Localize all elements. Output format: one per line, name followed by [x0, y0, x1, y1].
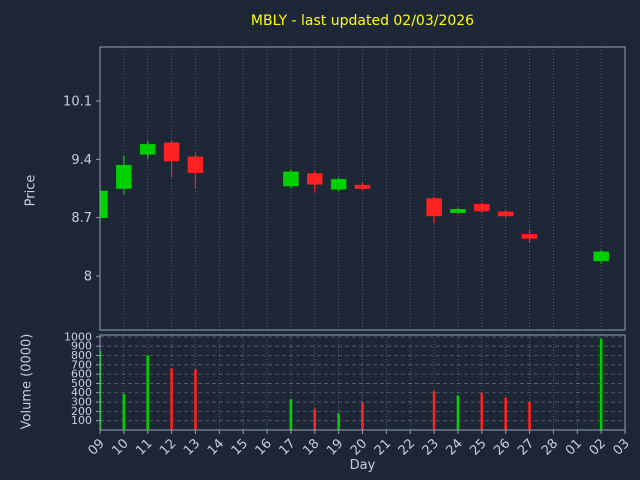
price-tick-label: 8.7 — [71, 211, 92, 226]
volume-tick-label: 700 — [71, 358, 92, 371]
candle-body-20 — [354, 184, 371, 189]
x-tick-label-17: 17 — [276, 436, 298, 458]
candle-body-09 — [100, 190, 108, 218]
candle-body-19 — [330, 179, 347, 190]
candle-body-11 — [139, 144, 156, 155]
x-tick-label-18: 18 — [300, 436, 322, 458]
x-tick-label-21: 21 — [372, 436, 394, 458]
x-tick-label-28: 28 — [539, 436, 561, 458]
x-tick-label-27: 27 — [515, 436, 537, 458]
candle-body-13 — [187, 156, 204, 173]
x-tick-label-26: 26 — [491, 436, 513, 458]
x-tick-label-09: 09 — [86, 436, 108, 458]
chart-title: MBLY - last updated 02/03/2026 — [250, 13, 475, 29]
x-tick-label-25: 25 — [467, 436, 489, 458]
candle-body-25 — [474, 204, 490, 212]
candle-body-12 — [163, 142, 180, 162]
x-tick-label-11: 11 — [133, 436, 155, 458]
volume-tick-label: 500 — [71, 377, 92, 390]
candle-body-17 — [283, 171, 299, 187]
x-tick-label-23: 23 — [420, 436, 442, 458]
candle-body-02 — [593, 251, 609, 262]
x-tick-label-24: 24 — [443, 436, 465, 458]
price-tick-label: 10.1 — [63, 95, 92, 110]
volume-tick-label: 600 — [71, 368, 92, 381]
grid-lines — [99, 47, 626, 430]
x-tick-labels: 09 10 11 12 13 14 15 16 17 18 19 20 21 22 23 24 25 26 27 28… — [86, 430, 633, 459]
price-tick-labels: 8 8.7 9.4 10.1 — [63, 95, 100, 284]
candle-body-10 — [116, 164, 132, 189]
volume-tick-label: 800 — [71, 349, 92, 362]
candle-body-26 — [497, 211, 514, 217]
volume-tick-label: 900 — [71, 340, 92, 353]
x-tick-label-01: 01 — [563, 436, 585, 458]
candle-body-27 — [521, 234, 538, 239]
x-tick-label-13: 13 — [181, 436, 203, 458]
candles — [100, 140, 609, 264]
x-axis-label: Day — [349, 458, 376, 473]
x-tick-label-14: 14 — [205, 436, 227, 458]
candle-body-23 — [426, 198, 442, 217]
x-tick-label-20: 20 — [348, 436, 370, 458]
volume-tick-label: 200 — [71, 405, 92, 418]
volume-tick-label: 100 — [71, 414, 92, 427]
candle-body-18 — [307, 173, 323, 185]
volume-tick-label: 1000 — [64, 330, 92, 343]
x-tick-label-03: 03 — [611, 436, 633, 458]
volume-tick-label: 300 — [71, 396, 92, 409]
volume-tick-label: 400 — [71, 386, 92, 399]
price-plot-frame — [99, 46, 626, 331]
price-tick-label: 8 — [84, 269, 92, 284]
x-tick-label-12: 12 — [157, 436, 179, 458]
x-tick-label-22: 22 — [396, 436, 418, 458]
x-tick-label-15: 15 — [229, 436, 251, 458]
x-tick-label-02: 02 — [587, 436, 609, 458]
volume-bars — [100, 338, 603, 430]
price-tick-label: 9.4 — [71, 153, 92, 168]
x-tick-label-19: 19 — [324, 436, 346, 458]
x-tick-label-16: 16 — [253, 436, 275, 458]
x-tick-label-10: 10 — [109, 436, 131, 458]
candle-body-24 — [450, 209, 466, 213]
